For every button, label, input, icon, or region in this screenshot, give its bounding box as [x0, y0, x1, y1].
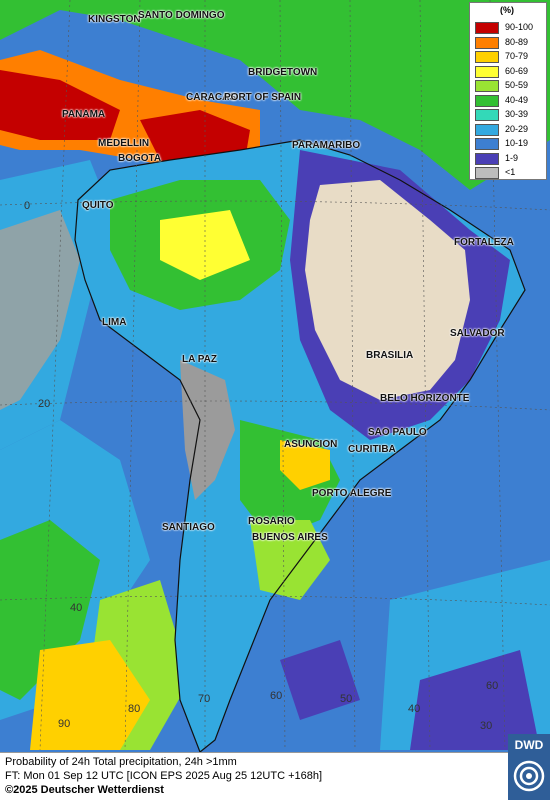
legend-label: 1-9: [505, 152, 519, 163]
legend-item: 40-49: [475, 94, 545, 107]
longitude-label: 80: [128, 703, 141, 715]
legend: (%) 90-100 80-89 70-79 60-69 50-59 40-49 30-39…: [469, 2, 547, 180]
city-label: KINGSTON: [88, 14, 141, 25]
city-label: SANTO DOMINGO: [138, 10, 225, 21]
forecast-time: FT: Mon 01 Sep 12 UTC [ICON EPS 2025 Aug…: [5, 770, 323, 782]
copyright: ©2025 Deutscher Wetterdienst: [5, 784, 164, 796]
latitude-label: 60: [486, 680, 499, 692]
legend-swatch: [475, 51, 499, 63]
legend-swatch: [475, 123, 499, 136]
legend-unit: (%): [500, 5, 514, 15]
city-label: CURITIBA: [348, 444, 396, 455]
legend-item: <1: [475, 166, 545, 179]
legend-swatch: [475, 167, 499, 179]
city-label: ASUNCION: [284, 439, 338, 450]
legend-swatch: [475, 152, 499, 165]
legend-item: 90-100: [475, 21, 545, 34]
legend-swatch: [475, 94, 499, 107]
product-title: Probability of 24h Total precipitation, …: [5, 756, 237, 768]
city-label: BOGOTA: [118, 153, 162, 164]
legend-item: 1-9: [475, 152, 545, 165]
longitude-label: 30: [480, 720, 493, 732]
legend-label: 80-89: [505, 36, 529, 47]
legend-item: 20-29: [475, 123, 545, 136]
latitude-label: 20: [38, 398, 51, 410]
city-label: PANAMA: [62, 109, 106, 120]
legend-swatch: [475, 22, 499, 34]
city-label: FORTALEZA: [454, 237, 514, 248]
latitude-label: 0: [24, 200, 31, 212]
legend-swatch: [475, 138, 499, 150]
legend-item: 10-19: [475, 137, 545, 150]
swirl-icon: [513, 760, 545, 792]
legend-label: 60-69: [505, 65, 529, 76]
logo-text: DWD: [514, 738, 544, 752]
city-label: QUITO: [82, 200, 114, 211]
city-label: PARAMARIBO: [292, 140, 361, 151]
longitude-label: 40: [408, 703, 421, 715]
legend-label: 20-29: [505, 123, 529, 134]
legend-label: 70-79: [505, 51, 529, 61]
legend-label: <1: [505, 167, 516, 177]
legend-swatch: [475, 65, 499, 78]
legend-label: 50-59: [505, 80, 529, 90]
legend-swatch: [475, 80, 499, 92]
longitude-label: 90: [58, 718, 71, 730]
legend-label: 40-49: [505, 94, 529, 105]
city-label: CARACAS: [186, 92, 236, 103]
legend-item: 60-69: [475, 65, 545, 78]
city-label: BRASILIA: [366, 350, 414, 361]
city-label: PORT OF SPAIN: [224, 92, 302, 103]
legend-item: 80-89: [475, 36, 545, 49]
city-label: SAO PAULO: [368, 427, 427, 438]
legend-label: 90-100: [505, 22, 534, 32]
footer: Probability of 24h Total precipitation, …: [0, 752, 508, 800]
legend-swatch: [475, 36, 499, 49]
city-label: SANTIAGO: [162, 522, 215, 533]
legend-label: 10-19: [505, 138, 529, 148]
city-label: SALVADOR: [450, 328, 505, 339]
legend-label: 30-39: [505, 109, 529, 119]
legend-item: 50-59: [475, 79, 545, 92]
city-label: PORTO ALEGRE: [312, 488, 392, 499]
legend-item: 70-79: [475, 50, 545, 63]
city-label: BRIDGETOWN: [248, 67, 318, 78]
city-label: MEDELLIN: [98, 138, 150, 149]
legend-swatch: [475, 109, 499, 121]
city-label: LIMA: [102, 317, 127, 328]
longitude-label: 50: [340, 693, 353, 705]
longitude-label: 70: [198, 693, 211, 705]
dwd-logo: DWD: [508, 734, 550, 800]
city-label: BUENOS AIRES: [252, 532, 328, 543]
latitude-label: 40: [70, 602, 83, 614]
city-label: ROSARIO: [248, 516, 295, 527]
longitude-label: 60: [270, 690, 283, 702]
legend-item: 30-39: [475, 108, 545, 121]
city-label: BELO HORIZONTE: [380, 393, 470, 404]
city-label: LA PAZ: [182, 354, 217, 365]
